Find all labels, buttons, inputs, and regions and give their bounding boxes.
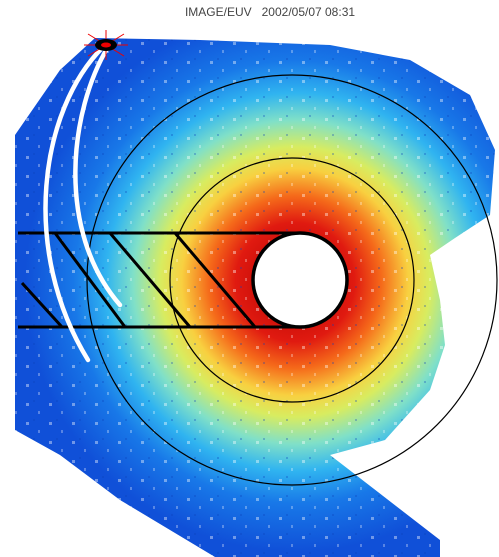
earth [253, 233, 347, 327]
page: IMAGE/EUV 2002/05/07 08:31 (() => { cons… [0, 0, 499, 557]
image-title: IMAGE/EUV 2002/05/07 08:31 [185, 5, 355, 19]
euv-image: IMAGE/EUV 2002/05/07 08:31 [0, 0, 499, 557]
